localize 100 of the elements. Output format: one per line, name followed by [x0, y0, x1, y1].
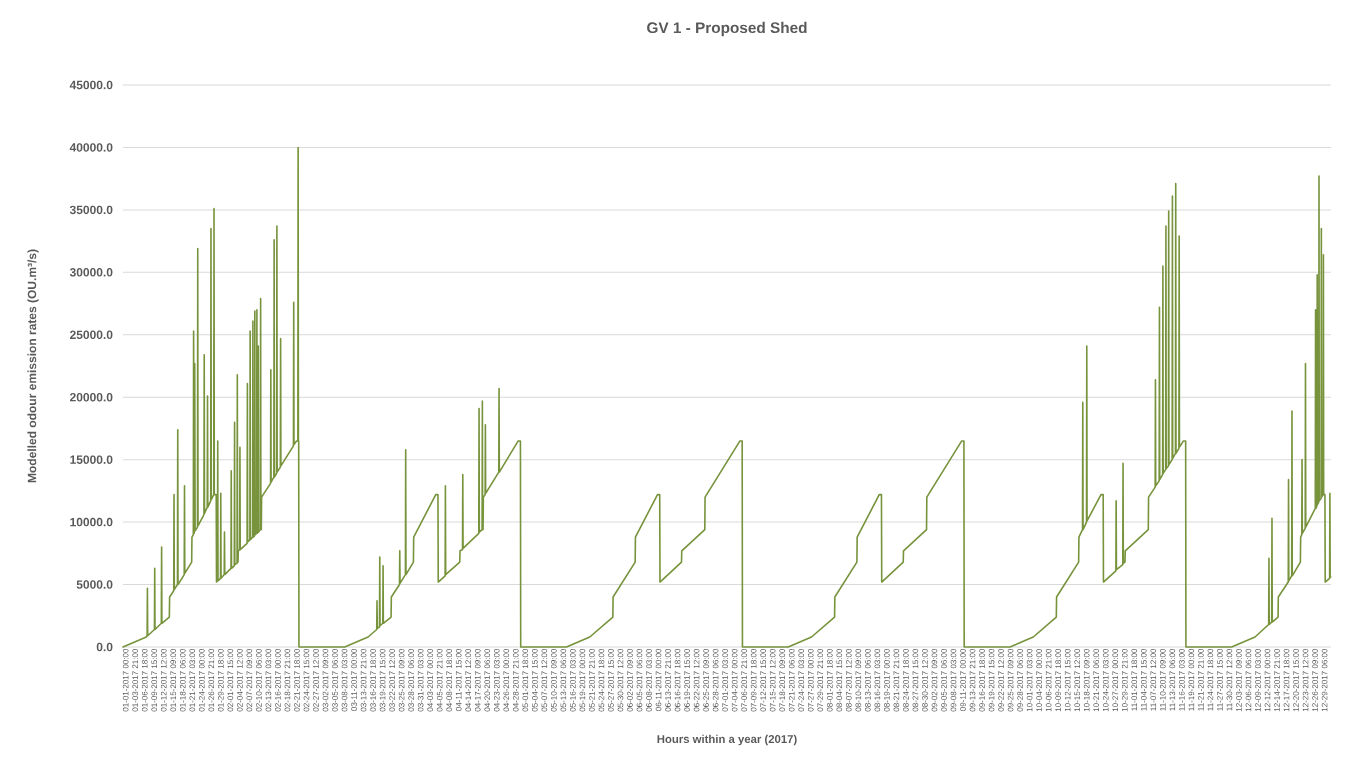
x-tick-label: 10-24-2017 03:00 — [1102, 648, 1109, 712]
y-tick-label: 45000.0 — [69, 80, 113, 90]
y-tick-label: 35000.0 — [69, 205, 113, 215]
x-tick-label: 10-21-2017 06:00 — [1093, 648, 1100, 712]
x-tick-label: 12-06-2017 06:00 — [1245, 648, 1252, 712]
x-tick-label: 09-05-2017 06:00 — [941, 648, 947, 712]
x-tick-label: 04-08-2017 18:00 — [446, 648, 453, 712]
x-tick-label: 02-13-2017 03:00 — [265, 648, 272, 712]
x-tick-label: 01-29-2017 18:00 — [217, 648, 224, 712]
x-tick-label: 11-13-2017 06:00 — [1169, 648, 1176, 711]
x-tick-label: 11-21-2017 21:00 — [1198, 648, 1204, 711]
x-tick-label: 10-18-2017 09:00 — [1083, 648, 1090, 712]
x-tick-label: 01-26-2017 21:00 — [208, 648, 215, 712]
x-tick-label: 02-04-2017 12:00 — [237, 648, 243, 712]
x-tick-label: 05-30-2017 12:00 — [617, 648, 624, 712]
x-tick-label: 12-12-2017 00:00 — [1264, 648, 1271, 712]
x-tick-label: 08-04-2017 15:00 — [836, 648, 843, 712]
x-tick-label: 10-06-2017 21:00 — [1045, 648, 1052, 712]
x-tick-label: 09-13-2017 21:00 — [969, 648, 976, 712]
y-tick-label: 5000.0 — [76, 580, 113, 589]
x-tick-label: 04-14-2017 12:00 — [465, 648, 472, 712]
x-tick-label: 12-17-2017 18:00 — [1283, 648, 1290, 712]
x-tick-label: 05-24-2017 18:00 — [598, 648, 605, 712]
x-tick-label: 05-07-2017 12:00 — [541, 648, 548, 712]
x-tick-label: 01-03-2017 21:00 — [132, 648, 139, 712]
y-tick-label: 25000.0 — [70, 330, 113, 340]
x-tick-label: 09-08-2017 03:00 — [950, 648, 957, 712]
x-tick-label: 07-04-2017 00:00 — [731, 648, 738, 712]
x-tick-label: 03-11-2017 00:00 — [351, 648, 357, 711]
x-tick-label: 11-10-2017 09:00 — [1159, 648, 1166, 711]
x-tick-label: 08-13-2017 06:00 — [865, 648, 871, 712]
x-tick-label: 08-10-2017 09:00 — [855, 648, 862, 712]
x-tick-label: 06-08-2017 03:00 — [646, 648, 652, 712]
x-tick-label: 06-02-2017 09:00 — [627, 648, 633, 712]
x-tick-label: 07-15-2017 12:00 — [769, 648, 776, 712]
x-tick-label: 10-09-2017 18:00 — [1055, 648, 1061, 712]
x-tick-label: 01-06-2017 18:00 — [141, 648, 148, 712]
x-tick-label: 09-16-2017 18:00 — [979, 648, 985, 712]
x-tick-label: 02-16-2017 00:00 — [275, 648, 281, 712]
x-tick-label: 05-19-2017 00:00 — [579, 648, 586, 712]
x-tick-label: 07-09-2017 18:00 — [750, 648, 757, 712]
x-tick-label: 02-18-2017 21:00 — [284, 648, 291, 712]
x-tick-label: 03-25-2017 09:00 — [398, 648, 405, 712]
x-tick-label: 03-22-2017 12:00 — [389, 648, 395, 712]
y-tick-label: 0.0 — [96, 642, 113, 652]
x-tick-label: 08-01-2017 18:00 — [826, 648, 833, 712]
x-tick-label: 06-05-2017 06:00 — [636, 648, 643, 712]
x-tick-label: 09-28-2017 06:00 — [1017, 648, 1023, 712]
chart-title: GV 1 - Proposed Shed — [647, 21, 807, 37]
y-tick-label: 20000.0 — [70, 392, 113, 402]
x-tick-label: 10-15-2017 12:00 — [1074, 648, 1081, 712]
x-tick-label: 03-08-2017 03:00 — [341, 648, 348, 712]
x-tick-label: 09-25-2017 09:00 — [1007, 648, 1014, 712]
x-tick-label: 06-16-2017 18:00 — [674, 648, 681, 712]
x-tick-label: 10-04-2017 00:00 — [1036, 648, 1042, 712]
x-tick-label: 11-30-2017 12:00 — [1226, 648, 1233, 711]
x-tick-label: 07-06-2017 21:00 — [741, 648, 747, 712]
x-tick-label: 10-27-2017 00:00 — [1112, 648, 1119, 712]
x-tick-label: 11-16-2017 03:00 — [1179, 648, 1185, 711]
y-tick-label: 10000.0 — [70, 517, 113, 527]
x-tick-label: 02-07-2017 09:00 — [246, 648, 253, 712]
x-tick-label: 10-01-2017 03:00 — [1026, 648, 1033, 712]
y-tick-label: 40000.0 — [69, 143, 113, 152]
x-tick-label: 07-29-2017 21:00 — [817, 648, 824, 712]
x-tick-label: 04-28-2017 21:00 — [512, 648, 519, 712]
x-tick-label: 03-28-2017 06:00 — [408, 648, 414, 712]
x-tick-label: 03-31-2017 03:00 — [417, 648, 424, 712]
x-tick-label: 08-27-2017 15:00 — [912, 648, 919, 712]
x-tick-label: 04-23-2017 03:00 — [493, 648, 500, 712]
x-tick-label: 12-26-2017 09:00 — [1312, 648, 1318, 712]
x-tick-label: 12-09-2017 03:00 — [1255, 648, 1261, 712]
x-tick-label: 11-27-2017 15:00 — [1217, 648, 1223, 711]
x-tick-label: 07-24-2017 03:00 — [798, 648, 805, 712]
x-tick-label: 10-29-2017 21:00 — [1121, 648, 1128, 712]
x-tick-label: 05-27-2017 15:00 — [608, 648, 614, 712]
x-tick-label: 04-17-2017 09:00 — [474, 648, 481, 712]
x-tick-label: 12-20-2017 15:00 — [1293, 648, 1299, 712]
x-tick-label: 12-03-2017 09:00 — [1236, 648, 1242, 712]
x-tick-label: 03-02-2017 09:00 — [322, 648, 329, 712]
x-tick-label: 03-16-2017 18:00 — [370, 648, 376, 712]
x-tick-label: 07-21-2017 06:00 — [788, 648, 795, 712]
x-tick-label: 06-22-2017 12:00 — [693, 648, 700, 712]
line-series — [122, 146, 1332, 648]
x-tick-label: 11-24-2017 18:00 — [1207, 648, 1214, 711]
x-tick-label: 01-24-2017 00:00 — [198, 648, 205, 712]
x-tick-label: 10-12-2017 15:00 — [1064, 648, 1071, 712]
x-tick-label: 08-19-2017 00:00 — [884, 648, 890, 712]
x-tick-label: 05-13-2017 06:00 — [560, 648, 567, 712]
x-tick-label: 09-11-2017 00:00 — [960, 648, 966, 711]
x-tick-label: 11-19-2017 00:00 — [1188, 648, 1195, 711]
x-tick-label: 09-02-2017 09:00 — [931, 648, 938, 712]
x-tick-label: 05-16-2017 03:00 — [570, 648, 576, 712]
x-tick-label: 11-01-2017 18:00 — [1131, 648, 1138, 711]
x-tick-label: 08-21-2017 21:00 — [893, 648, 900, 712]
x-tick-label: 07-18-2017 09:00 — [779, 648, 786, 712]
x-tick-label: 01-09-2017 15:00 — [151, 648, 158, 712]
x-tick-label: 09-22-2017 12:00 — [998, 648, 1004, 712]
x-tick-label: 02-21-2017 18:00 — [294, 648, 300, 712]
x-tick-label: 02-01-2017 15:00 — [227, 648, 234, 712]
x-tick-label: 07-12-2017 15:00 — [760, 648, 767, 712]
